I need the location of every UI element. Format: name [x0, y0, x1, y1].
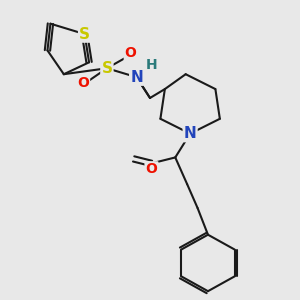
Text: S: S	[101, 61, 112, 76]
Text: S: S	[79, 27, 90, 42]
Text: H: H	[146, 58, 157, 72]
Text: O: O	[146, 162, 158, 176]
Text: O: O	[77, 76, 89, 90]
Text: N: N	[130, 70, 143, 85]
Text: N: N	[184, 126, 196, 141]
Text: O: O	[125, 46, 136, 60]
